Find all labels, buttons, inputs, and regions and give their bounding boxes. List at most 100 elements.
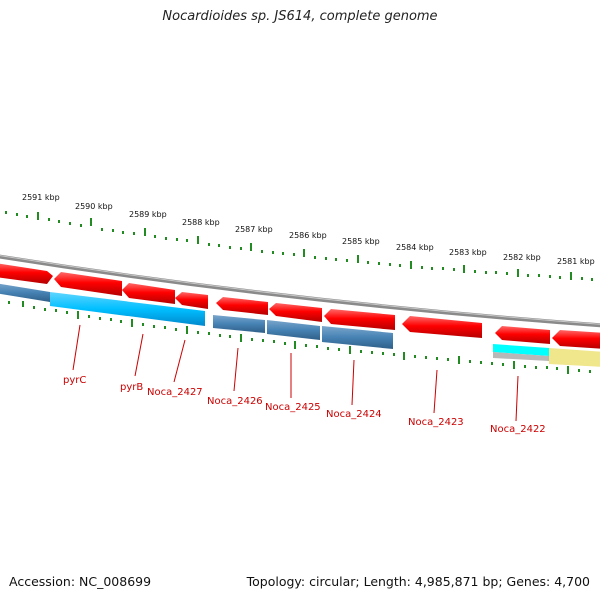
gene-arrow-noca-2424[interactable] <box>324 309 395 330</box>
accession-text: Accession: NC_008699 <box>9 574 152 589</box>
minor-tick <box>480 361 482 364</box>
major-tick <box>349 346 351 354</box>
minor-tick <box>16 213 18 216</box>
minor-tick <box>447 358 449 361</box>
minor-tick <box>546 366 548 369</box>
leader-line-noca-2422 <box>515 375 519 422</box>
minor-tick <box>208 332 210 335</box>
minor-tick <box>44 308 46 311</box>
leader-line-noca-2423 <box>433 369 438 414</box>
minor-tick <box>69 222 71 225</box>
major-tick <box>517 269 519 277</box>
kbp-label: 2591 kbp <box>22 193 60 202</box>
gene-arrow-noca-2423[interactable] <box>402 316 482 338</box>
cds-block-noca-2425[interactable] <box>267 320 320 340</box>
minor-tick <box>261 250 263 253</box>
gene-arrow[interactable] <box>0 263 53 284</box>
gene-label-pyrc[interactable]: pyrC <box>63 375 86 386</box>
major-tick <box>458 356 460 364</box>
minor-tick <box>389 263 391 266</box>
major-tick <box>131 319 133 327</box>
feature-block-khaki[interactable] <box>549 348 600 367</box>
gene-label-noca-2422[interactable]: Noca_2422 <box>490 424 546 435</box>
minor-tick <box>99 317 101 320</box>
minor-tick <box>442 267 444 270</box>
minor-tick <box>142 323 144 326</box>
gene-arrow-pyrb[interactable] <box>122 283 175 304</box>
minor-tick <box>371 351 373 354</box>
cds-block-noca-2426[interactable] <box>213 315 265 333</box>
gene-arrow[interactable] <box>552 330 600 349</box>
leader-line-pyrb <box>134 333 144 377</box>
minor-tick <box>316 345 318 348</box>
gene-label-noca-2426[interactable]: Noca_2426 <box>207 396 263 407</box>
gene-label-noca-2425[interactable]: Noca_2425 <box>265 402 321 413</box>
gene-arrow-noca-2427[interactable] <box>175 292 208 309</box>
cds-block[interactable] <box>0 283 50 302</box>
major-tick <box>186 326 188 334</box>
minor-tick <box>431 267 433 270</box>
major-tick <box>410 261 412 269</box>
major-tick <box>567 366 569 374</box>
minor-tick <box>66 311 68 314</box>
minor-tick <box>524 365 526 368</box>
minor-tick <box>559 276 561 279</box>
minor-tick <box>556 367 558 370</box>
minor-tick <box>367 261 369 264</box>
gene-label-noca-2427[interactable]: Noca_2427 <box>147 387 203 398</box>
leader-line-pyrc <box>72 324 81 371</box>
minor-tick <box>325 257 327 260</box>
minor-tick <box>154 235 156 238</box>
kbp-labels: 2591 kbp 2590 kbp 2589 kbp 2588 kbp 2587… <box>22 193 595 266</box>
gene-arrow-noca-2422[interactable] <box>495 326 550 344</box>
minor-tick <box>314 256 316 259</box>
minor-tick <box>88 315 90 318</box>
minor-tick <box>80 224 82 227</box>
leader-line-noca-2424 <box>351 359 355 406</box>
minor-tick <box>293 253 295 256</box>
minor-tick <box>474 270 476 273</box>
gene-arrow-noca-2426[interactable] <box>216 297 268 315</box>
minor-tick <box>338 348 340 351</box>
gene-arrow-pyrc[interactable] <box>54 272 122 296</box>
feature-block-gray[interactable] <box>493 352 549 361</box>
minor-tick <box>112 229 114 232</box>
minor-tick <box>5 211 7 214</box>
gene-label-pyrb[interactable]: pyrB <box>120 382 143 393</box>
major-tick <box>77 311 79 319</box>
major-tick <box>570 272 572 280</box>
leader-line-noca-2427 <box>173 339 186 383</box>
minor-tick <box>453 268 455 271</box>
gene-label-noca-2423[interactable]: Noca_2423 <box>408 417 464 428</box>
major-tick <box>294 341 296 349</box>
minor-tick <box>58 220 60 223</box>
label-leader-lines <box>72 324 519 422</box>
kbp-label: 2588 kbp <box>182 218 220 227</box>
major-tick <box>357 255 359 263</box>
major-tick <box>90 218 92 226</box>
major-tick <box>240 334 242 342</box>
minor-tick <box>360 350 362 353</box>
kbp-label: 2582 kbp <box>503 253 541 262</box>
kbp-label: 2585 kbp <box>342 237 380 246</box>
cds-blocks <box>0 283 600 367</box>
gene-label-noca-2424[interactable]: Noca_2424 <box>326 409 382 420</box>
minor-tick <box>229 246 231 249</box>
minor-tick <box>240 247 242 250</box>
minor-tick <box>425 356 427 359</box>
minor-tick <box>495 271 497 274</box>
minor-tick <box>122 231 124 234</box>
minor-tick <box>208 243 210 246</box>
minor-tick <box>272 251 274 254</box>
minor-tick <box>549 275 551 278</box>
cds-block-pyrc-pyrb[interactable] <box>50 292 205 326</box>
minor-tick <box>48 218 50 221</box>
minor-tick <box>273 340 275 343</box>
gene-arrow-noca-2425[interactable] <box>269 303 322 322</box>
genome-backbone-highlight <box>0 255 600 325</box>
genome-backbone <box>0 254 600 328</box>
minor-tick <box>251 338 253 341</box>
cds-block-noca-2424[interactable] <box>322 326 393 349</box>
minor-tick <box>502 363 504 366</box>
